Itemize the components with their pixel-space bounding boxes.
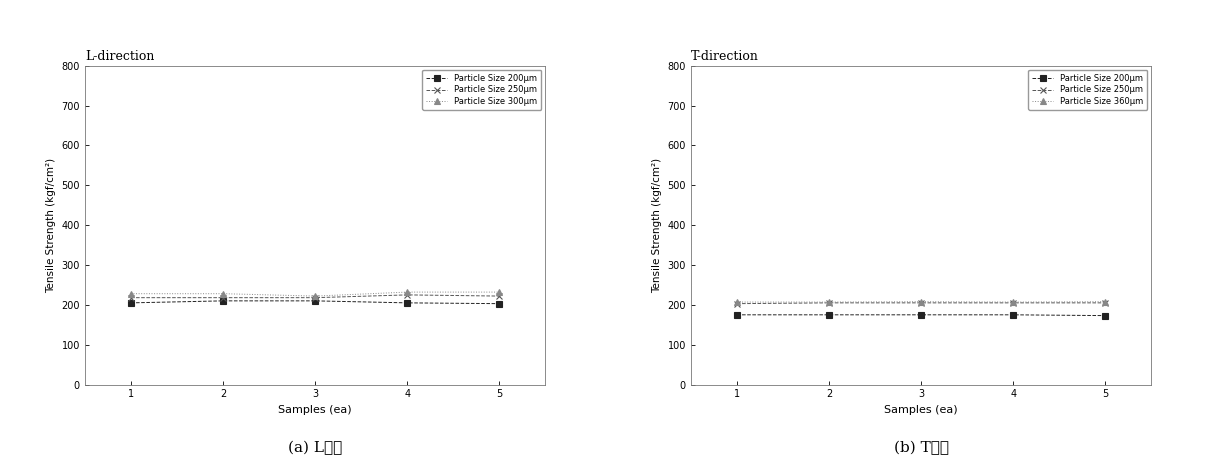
Text: (a) L방향: (a) L방향 — [288, 441, 342, 455]
Particle Size 300μm — [308, 293, 322, 299]
X-axis label: Samples (ea): Samples (ea) — [885, 405, 957, 415]
Particle Size 250μm — [914, 300, 928, 306]
Particle Size 200μm — [730, 312, 744, 318]
Line: Particle Size 250μm: Particle Size 250μm — [734, 300, 1108, 306]
X-axis label: Samples (ea): Samples (ea) — [279, 405, 351, 415]
Particle Size 360μm — [822, 299, 836, 305]
Y-axis label: Tensile Strength (kgf/cm²): Tensile Strength (kgf/cm²) — [652, 158, 662, 293]
Particle Size 360μm — [730, 299, 744, 305]
Particle Size 200μm — [1006, 312, 1021, 318]
Text: L-direction: L-direction — [85, 50, 154, 63]
Line: Particle Size 300μm: Particle Size 300μm — [128, 289, 502, 299]
Particle Size 250μm — [216, 295, 230, 301]
Particle Size 200μm — [1098, 313, 1113, 318]
Particle Size 250μm — [124, 295, 138, 301]
Text: (b) T방향: (b) T방향 — [893, 441, 949, 455]
Particle Size 200μm — [124, 300, 138, 306]
Line: Particle Size 200μm: Particle Size 200μm — [128, 298, 502, 306]
Particle Size 300μm — [216, 291, 230, 296]
Particle Size 250μm — [308, 295, 322, 301]
Particle Size 250μm — [400, 292, 415, 298]
Particle Size 250μm — [492, 293, 507, 299]
Particle Size 200μm — [492, 301, 507, 306]
Particle Size 300μm — [400, 289, 415, 295]
Particle Size 200μm — [308, 298, 322, 304]
Particle Size 360μm — [914, 299, 928, 304]
Line: Particle Size 200μm: Particle Size 200μm — [734, 312, 1108, 318]
Particle Size 250μm — [730, 301, 744, 306]
Text: T-direction: T-direction — [691, 50, 759, 63]
Particle Size 360μm — [1006, 299, 1021, 305]
Legend: Particle Size 200μm, Particle Size 250μm, Particle Size 300μm: Particle Size 200μm, Particle Size 250μm… — [422, 70, 542, 110]
Particle Size 200μm — [400, 300, 415, 306]
Legend: Particle Size 200μm, Particle Size 250μm, Particle Size 360μm: Particle Size 200μm, Particle Size 250μm… — [1028, 70, 1148, 110]
Line: Particle Size 250μm: Particle Size 250μm — [128, 292, 502, 301]
Particle Size 200μm — [914, 312, 928, 318]
Particle Size 250μm — [822, 300, 836, 306]
Line: Particle Size 360μm: Particle Size 360μm — [734, 299, 1108, 305]
Particle Size 300μm — [124, 291, 138, 296]
Y-axis label: Tensile Strength (kgf/cm²): Tensile Strength (kgf/cm²) — [46, 158, 56, 293]
Particle Size 250μm — [1098, 300, 1113, 306]
Particle Size 250μm — [1006, 300, 1021, 306]
Particle Size 300μm — [492, 289, 507, 295]
Particle Size 200μm — [216, 298, 230, 304]
Particle Size 360μm — [1098, 299, 1113, 304]
Particle Size 200μm — [822, 312, 836, 318]
